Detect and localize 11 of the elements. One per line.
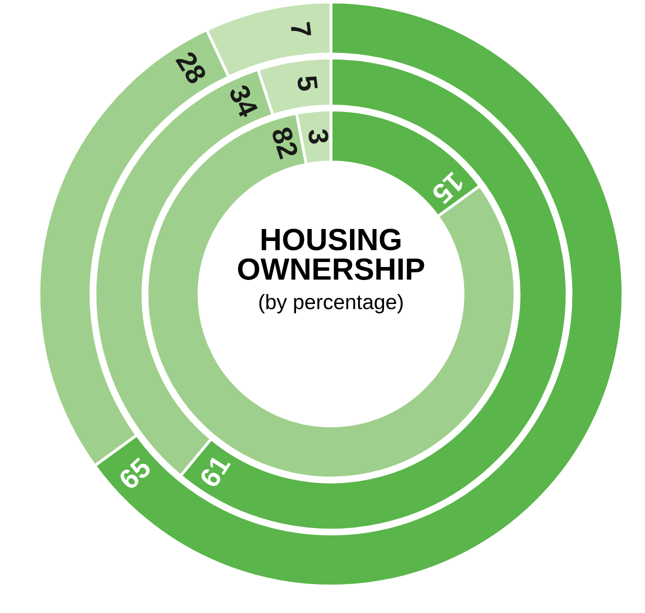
data-label: 65: [118, 456, 152, 491]
data-label: 61: [198, 454, 231, 489]
text: HOUSING OWNERSHIP: [238, 228, 424, 280]
data-label: 34: [228, 83, 259, 119]
data-label: 5: [296, 75, 318, 92]
data-label: 7: [290, 22, 312, 38]
data-label: 15: [430, 171, 465, 205]
text: (by percentage): [259, 294, 403, 314]
data-label: 28: [175, 50, 208, 86]
data-label: 3: [308, 128, 329, 144]
data-label: 82: [271, 126, 299, 160]
